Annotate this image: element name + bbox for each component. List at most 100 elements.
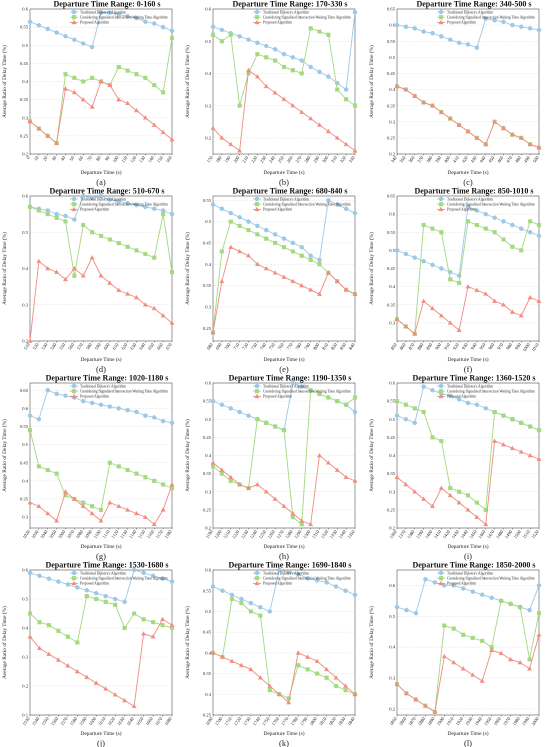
data-point bbox=[317, 122, 322, 127]
data-point bbox=[80, 273, 86, 278]
y-tick-label: 0.5 bbox=[205, 417, 211, 422]
x-tick-label: 850 bbox=[390, 342, 398, 351]
data-point bbox=[134, 409, 139, 415]
data-point bbox=[228, 141, 234, 147]
data-point bbox=[160, 576, 165, 581]
legend-entry: Considering Signalized Intersection Wait… bbox=[80, 577, 168, 581]
chart-panel: Departure Time Range: 850-1010 s 0.3 0.35 0… bbox=[367, 187, 550, 374]
series-1 bbox=[210, 198, 358, 263]
chart-title: Departure Time Range: 1190-1350 s bbox=[229, 374, 352, 383]
y-axis-label: Average Ratio of Delay Time (%) bbox=[1, 232, 8, 305]
data-point bbox=[151, 305, 157, 311]
series-3 bbox=[210, 244, 358, 335]
series-1 bbox=[210, 9, 358, 92]
x-tick-label: 1540 bbox=[31, 716, 41, 727]
data-point bbox=[326, 198, 331, 203]
data-point bbox=[324, 580, 329, 585]
x-tick-label: 1610 bbox=[97, 716, 107, 727]
x-tick-label: 1350 bbox=[346, 529, 356, 540]
data-point bbox=[151, 21, 157, 26]
x-tick-label: 630 bbox=[129, 342, 137, 351]
data-point bbox=[98, 518, 104, 523]
data-point bbox=[237, 103, 242, 108]
data-point bbox=[430, 103, 435, 108]
data-point bbox=[528, 219, 533, 224]
data-point bbox=[141, 617, 146, 622]
data-point bbox=[237, 148, 243, 153]
legend-entry: Considering Signalized Intersection Wait… bbox=[447, 16, 535, 20]
legend-entry: Traditional Dijkstra's Algorithm bbox=[447, 571, 493, 575]
data-point bbox=[220, 588, 225, 593]
series-1 bbox=[27, 10, 175, 50]
data-point bbox=[527, 657, 532, 662]
y-tick-label: 0.25 bbox=[387, 135, 396, 140]
data-point bbox=[489, 647, 495, 652]
data-point bbox=[438, 485, 444, 490]
data-point bbox=[37, 620, 42, 625]
data-point bbox=[219, 278, 225, 284]
data-point bbox=[116, 464, 121, 469]
x-tick-label: 170 bbox=[206, 155, 214, 164]
series-line bbox=[212, 598, 356, 700]
data-point bbox=[107, 82, 113, 87]
data-point bbox=[305, 667, 310, 672]
x-tick-label: 250 bbox=[277, 155, 285, 164]
data-point bbox=[169, 211, 175, 217]
x-tick-label: 670 bbox=[165, 342, 173, 351]
data-point bbox=[430, 435, 435, 440]
data-point bbox=[81, 398, 86, 404]
x-tick-label: 590 bbox=[94, 342, 102, 351]
data-point bbox=[81, 79, 86, 84]
legend-entry: Traditional Dijkstra's Algorithm bbox=[263, 571, 309, 575]
x-tick-label: 820 bbox=[330, 342, 338, 351]
x-axis-label: Departure Time (s) bbox=[447, 730, 488, 737]
y-tick-label: 0.4 bbox=[389, 453, 395, 458]
data-point bbox=[219, 135, 225, 140]
x-tick-label: 1690 bbox=[204, 716, 214, 727]
legend-entry: Traditional Dijkstra's Algorithm bbox=[263, 10, 309, 14]
data-point bbox=[457, 280, 462, 286]
x-tick-label: 510 bbox=[23, 342, 31, 351]
data-point bbox=[290, 103, 296, 108]
data-point bbox=[317, 291, 322, 296]
data-point bbox=[343, 588, 348, 593]
x-tick-label: 1210 bbox=[222, 529, 232, 540]
data-point bbox=[305, 654, 311, 659]
data-point bbox=[492, 119, 498, 124]
x-tick-label: 690 bbox=[215, 342, 223, 351]
legend-entry: Proposed Algorithm bbox=[80, 21, 109, 25]
data-point bbox=[470, 672, 476, 677]
x-tick-label: 1250 bbox=[258, 529, 268, 540]
data-point bbox=[290, 380, 296, 386]
data-point bbox=[465, 284, 471, 289]
x-tick-label: 20 bbox=[42, 155, 49, 162]
y-tick-label: 0.3 bbox=[22, 515, 28, 520]
x-tick-label: 180 bbox=[215, 155, 223, 164]
data-point bbox=[317, 69, 322, 75]
x-tick-label: 600 bbox=[103, 342, 111, 351]
subfigure-label: (j) bbox=[97, 738, 105, 747]
data-point bbox=[264, 43, 269, 49]
x-tick-label: 1180 bbox=[164, 529, 174, 540]
data-point bbox=[479, 592, 485, 597]
x-tick-label: 1520 bbox=[530, 529, 540, 540]
data-point bbox=[239, 601, 244, 606]
series-line bbox=[29, 256, 173, 342]
data-point bbox=[93, 680, 99, 685]
data-point bbox=[150, 573, 156, 579]
x-tick-label: 580 bbox=[85, 342, 93, 351]
x-axis-label: Departure Time (s) bbox=[263, 356, 304, 363]
data-point bbox=[317, 29, 322, 34]
data-point bbox=[89, 195, 95, 201]
data-point bbox=[430, 262, 435, 268]
legend-marker bbox=[254, 393, 260, 399]
legend-marker bbox=[438, 196, 444, 202]
chart-panel: Departure Time Range: 680-840 s 0.25 0.3 0.… bbox=[183, 187, 366, 374]
data-point bbox=[263, 265, 269, 271]
series-3 bbox=[394, 438, 542, 527]
y-tick-label: 0.35 bbox=[203, 471, 212, 476]
legend: Traditional Dijkstra's Algorithm Consider… bbox=[253, 196, 351, 212]
data-point bbox=[257, 675, 263, 680]
data-point bbox=[210, 24, 216, 29]
data-point bbox=[210, 32, 216, 37]
